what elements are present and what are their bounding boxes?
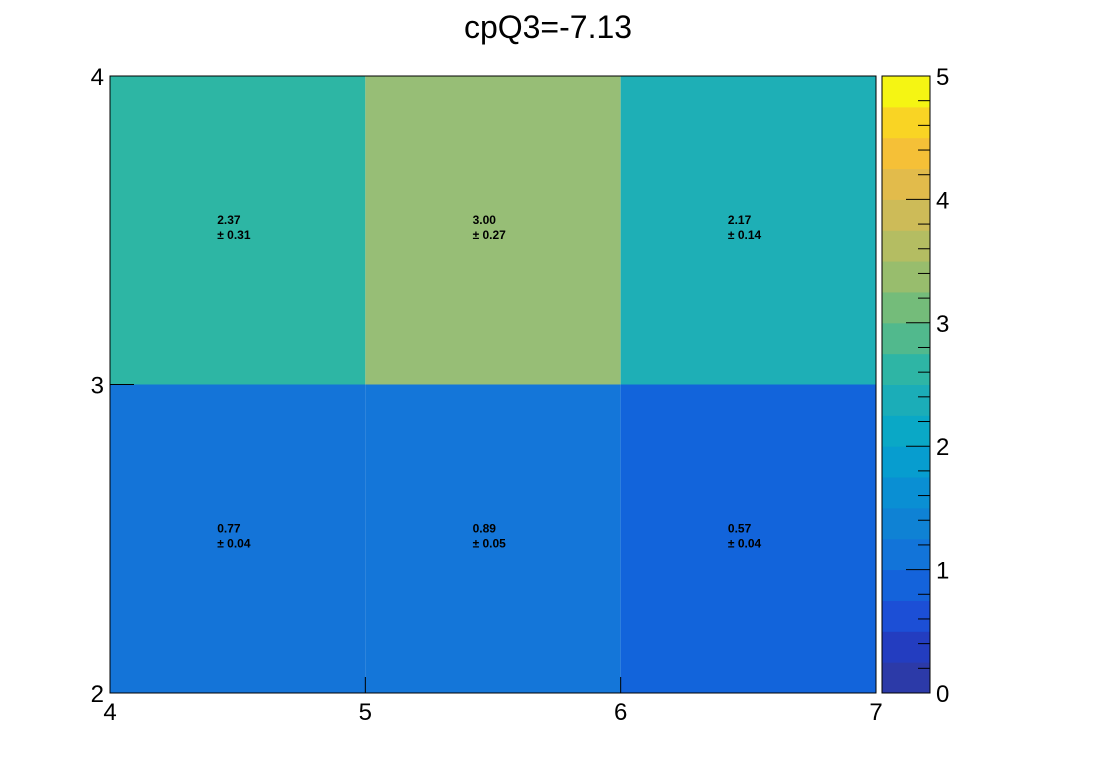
y-tick-label: 2 — [91, 681, 104, 708]
x-tick-label: 5 — [359, 699, 372, 726]
colorbar-segment — [882, 384, 930, 416]
cell-value-label: 0.77 — [217, 522, 241, 536]
colorbar-tick-label: 5 — [936, 64, 949, 91]
colorbar-tick-label: 0 — [936, 681, 949, 708]
colorbar-segment — [882, 446, 930, 478]
y-tick-label: 4 — [91, 64, 104, 91]
colorbar-segment — [882, 199, 930, 231]
colorbar-segment — [882, 353, 930, 385]
colorbar-tick-label: 4 — [936, 187, 949, 214]
cell-labels: 2.37± 0.313.00± 0.272.17± 0.140.77± 0.04… — [217, 213, 761, 551]
colorbar-segment — [882, 538, 930, 571]
cell-value-label: 0.89 — [473, 522, 497, 536]
colorbar-segment — [882, 76, 930, 108]
heatmap-cell — [620, 384, 876, 693]
cell-error-label: ± 0.14 — [728, 228, 762, 242]
cell-error-label: ± 0.31 — [217, 228, 251, 242]
x-tick-label: 6 — [614, 699, 627, 726]
colorbar-segment — [882, 477, 930, 509]
cell-value-label: 2.17 — [728, 213, 752, 227]
chart-title: cpQ3=-7.13 — [464, 9, 632, 45]
cell-value-label: 3.00 — [473, 213, 497, 227]
heatmap-cells — [110, 76, 876, 693]
cell-error-label: ± 0.04 — [217, 537, 251, 551]
cell-error-label: ± 0.05 — [473, 537, 507, 551]
cell-value-label: 2.37 — [217, 213, 241, 227]
heatmap-cell — [620, 76, 876, 385]
colorbar-segment — [882, 569, 930, 601]
heatmap-cell — [365, 384, 621, 693]
colorbar-tick-label: 3 — [936, 311, 949, 338]
heatmap-cell — [110, 384, 366, 693]
colorbar-segment — [882, 261, 930, 293]
colorbar-segment — [882, 168, 930, 200]
colorbar-tick-label: 1 — [936, 558, 949, 585]
plot-axes: 4 5 6 7 2 3 4 — [91, 64, 883, 726]
y-tick-label: 3 — [91, 373, 104, 400]
colorbar-segment — [882, 137, 930, 170]
colorbar-segment — [882, 631, 930, 663]
colorbar-segment — [882, 662, 930, 694]
heatmap-cell — [365, 76, 621, 385]
colorbar-segment — [882, 106, 930, 139]
colorbar-segment — [882, 600, 930, 632]
colorbar-segment — [882, 507, 930, 540]
cell-error-label: ± 0.04 — [728, 537, 762, 551]
colorbar-segment — [882, 322, 930, 355]
colorbar-segment — [882, 415, 930, 447]
cell-error-label: ± 0.27 — [473, 228, 507, 242]
cell-value-label: 0.57 — [728, 522, 752, 536]
colorbar-tick-label: 2 — [936, 434, 949, 461]
heatmap-cell — [110, 76, 366, 385]
colorbar-segment — [882, 291, 930, 324]
x-tick-label: 4 — [103, 699, 116, 726]
x-tick-label: 7 — [869, 699, 882, 726]
colorbar-segment — [882, 230, 930, 262]
color-scale-bar: 0 1 2 3 4 5 — [881, 64, 949, 708]
